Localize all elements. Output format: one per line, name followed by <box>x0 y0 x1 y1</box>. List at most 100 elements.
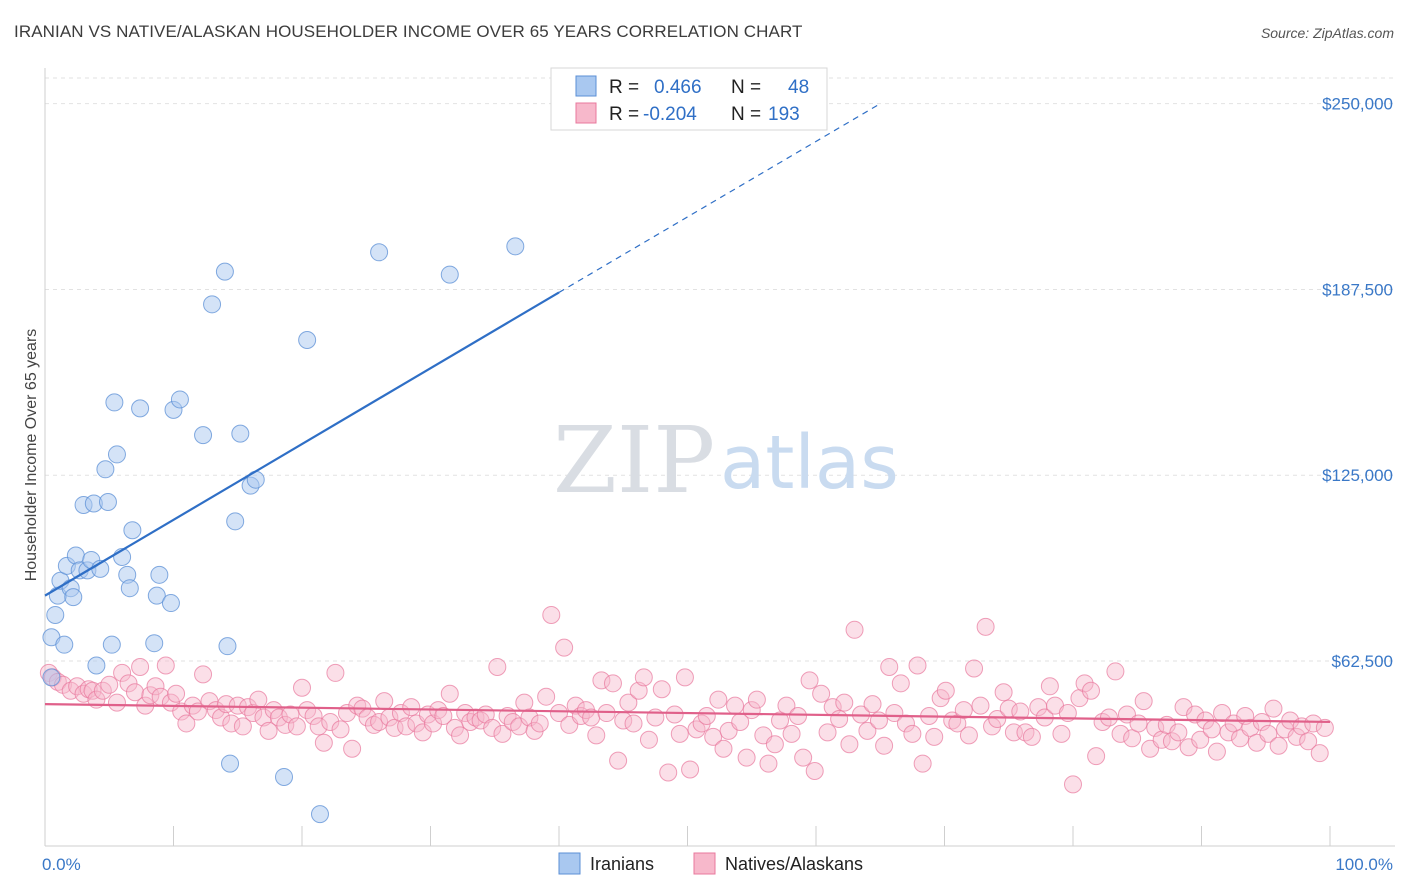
native-point <box>119 674 138 693</box>
native-point <box>1129 714 1148 733</box>
native-point <box>1202 720 1221 739</box>
legend-n-label: N = <box>731 77 761 98</box>
native-point <box>1169 723 1188 742</box>
watermark-zip: ZIP <box>553 407 715 514</box>
y-axis-label: Householder Income Over 65 years <box>23 329 40 582</box>
legend-r-label: R = <box>609 104 639 125</box>
native-point <box>254 708 273 727</box>
iranian-point <box>275 767 294 786</box>
native-point <box>113 663 132 682</box>
y-tick-label: $62,500 <box>1332 652 1393 671</box>
legend-r-value: 0.466 <box>654 77 702 98</box>
native-point <box>194 665 213 684</box>
native-point <box>885 704 904 723</box>
legend-r-label: R = <box>609 77 639 98</box>
native-point <box>498 707 517 726</box>
native-point <box>413 723 432 742</box>
native-point <box>675 668 694 687</box>
native-point <box>913 754 932 773</box>
iranian-point <box>218 637 237 656</box>
x-tick-label: 0.0% <box>42 855 81 874</box>
native-point <box>309 717 328 736</box>
native-point <box>665 705 684 724</box>
native-point <box>1052 724 1071 743</box>
native-point <box>483 718 502 737</box>
native-point <box>1191 730 1210 749</box>
native-point <box>925 727 944 746</box>
native-point <box>936 681 955 700</box>
native-point <box>233 717 252 736</box>
native-point <box>603 674 622 693</box>
native-point <box>1269 736 1288 755</box>
legend-r-value: -0.204 <box>643 104 697 125</box>
native-point <box>726 696 745 715</box>
iranian-point <box>87 656 106 675</box>
native-point <box>156 656 175 675</box>
native-point <box>424 714 443 733</box>
native-point <box>971 696 990 715</box>
native-point <box>1123 729 1142 748</box>
native-point <box>550 704 568 723</box>
native-point <box>1241 718 1260 737</box>
native-point <box>493 724 512 743</box>
bottom-legend-swatch-natives <box>693 852 716 875</box>
native-point <box>714 739 733 758</box>
native-point <box>440 684 459 703</box>
y-tick-labels: $62,500 $125,000 $187,500 $250,000 <box>1322 95 1393 671</box>
native-point <box>1087 747 1106 766</box>
native-point <box>840 735 859 754</box>
bottom-legend: Iranians Natives/Alaskans <box>558 852 863 875</box>
native-point <box>259 721 278 740</box>
native-point <box>965 659 984 678</box>
native-point <box>1064 775 1082 794</box>
iranian-point <box>55 635 74 654</box>
native-point <box>771 711 790 730</box>
native-point <box>1304 714 1323 733</box>
iranian-point <box>161 594 180 613</box>
native-point <box>125 683 144 702</box>
native-point <box>818 723 837 742</box>
native-point <box>835 693 854 712</box>
iranian-point <box>131 399 150 418</box>
iranian-point <box>231 424 250 443</box>
legend-n-label: N = <box>731 104 761 125</box>
native-point <box>747 690 766 709</box>
native-point <box>670 724 689 743</box>
native-point <box>845 620 864 639</box>
native-point <box>177 714 196 733</box>
native-point <box>244 704 263 723</box>
native-point <box>624 714 643 733</box>
native-point <box>217 695 236 714</box>
native-point <box>269 708 288 727</box>
chart-title: IRANIAN VS NATIVE/ALASKAN HOUSEHOLDER IN… <box>14 22 803 41</box>
native-point <box>994 683 1013 702</box>
native-point <box>954 701 973 720</box>
native-point <box>542 605 561 624</box>
native-point <box>364 715 383 734</box>
native-point <box>659 763 678 782</box>
x-tick-label: 100.0% <box>1335 855 1393 874</box>
source-label: Source: ZipAtlas.com <box>1260 25 1394 41</box>
iranian-point <box>440 265 459 284</box>
native-point <box>1162 732 1181 751</box>
iranian-point <box>194 426 213 445</box>
bottom-legend-label-iranians: Iranians <box>590 854 654 874</box>
native-point <box>759 754 778 773</box>
native-point <box>704 727 723 746</box>
iranian-point <box>123 521 142 540</box>
legend-swatch-iranians <box>575 75 597 97</box>
iranians-trend-line <box>44 291 560 597</box>
native-point <box>858 721 877 740</box>
natives-trend-line <box>44 703 1331 724</box>
native-point <box>222 714 241 733</box>
y-tick-label: $125,000 <box>1322 466 1393 485</box>
native-point <box>782 724 801 743</box>
y-tick-label: $250,000 <box>1322 95 1393 114</box>
iranian-point <box>310 805 329 824</box>
native-point <box>1264 699 1283 718</box>
native-point <box>434 707 453 726</box>
iranian-point <box>147 586 166 605</box>
iranian-point <box>105 393 124 412</box>
legend-box: R = 0.466 N = 48 R = -0.204 N = 193 <box>550 67 828 131</box>
native-point <box>896 714 915 733</box>
